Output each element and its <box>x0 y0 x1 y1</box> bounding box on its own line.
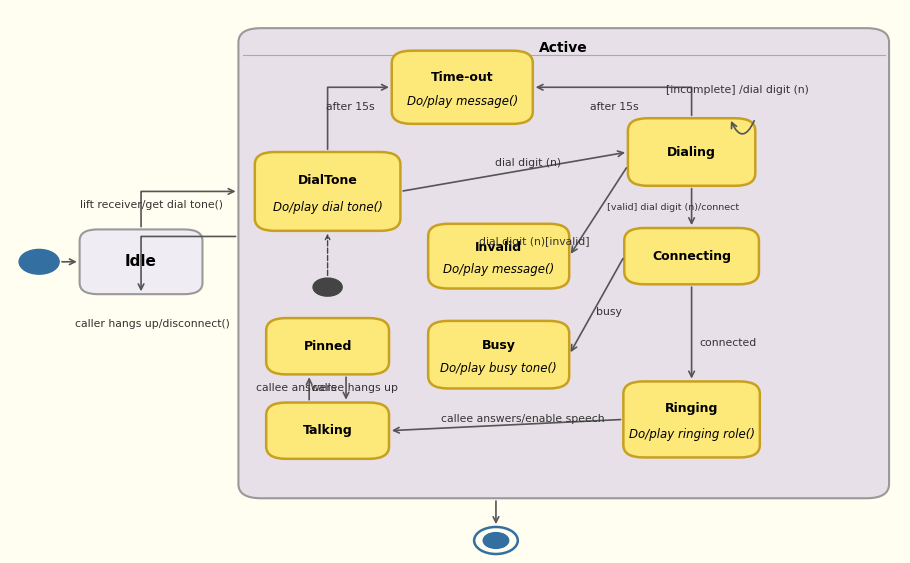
Text: Connecting: Connecting <box>652 249 731 263</box>
Text: caller hangs up/disconnect(): caller hangs up/disconnect() <box>75 319 229 329</box>
Text: Idle: Idle <box>125 254 157 269</box>
FancyBboxPatch shape <box>623 382 760 457</box>
Circle shape <box>19 249 59 274</box>
Text: Dialing: Dialing <box>667 145 716 159</box>
Text: Pinned: Pinned <box>303 339 352 353</box>
Text: callee answers/enable speech: callee answers/enable speech <box>441 414 605 425</box>
Text: Time-out: Time-out <box>431 70 493 83</box>
Text: dial digit (n): dial digit (n) <box>495 158 561 168</box>
Text: lift receiver/get dial tone(): lift receiver/get dial tone() <box>80 200 224 211</box>
Text: Do/play busy tone(): Do/play busy tone() <box>440 361 557 375</box>
Text: busy: busy <box>596 307 622 318</box>
FancyBboxPatch shape <box>267 403 389 459</box>
FancyBboxPatch shape <box>238 28 889 498</box>
FancyBboxPatch shape <box>429 224 570 288</box>
Text: Invalid: Invalid <box>475 240 522 253</box>
Text: Do/play message(): Do/play message() <box>443 262 554 276</box>
Circle shape <box>483 533 509 548</box>
Text: connected: connected <box>700 338 756 348</box>
Text: dial digit (n)[invalid]: dial digit (n)[invalid] <box>479 237 590 247</box>
Text: [incomplete] /dial digit (n): [incomplete] /dial digit (n) <box>665 85 809 95</box>
Text: Busy: Busy <box>481 339 516 352</box>
FancyBboxPatch shape <box>624 228 759 284</box>
Text: Do/play ringing role(): Do/play ringing role() <box>629 428 754 441</box>
FancyBboxPatch shape <box>628 118 755 186</box>
Text: Do/play message(): Do/play message() <box>407 95 518 109</box>
Circle shape <box>313 278 342 296</box>
Text: Do/play dial tone(): Do/play dial tone() <box>273 200 382 214</box>
FancyBboxPatch shape <box>267 318 389 374</box>
FancyBboxPatch shape <box>429 321 570 388</box>
Text: after 15s: after 15s <box>326 102 375 112</box>
Text: callee hangs up: callee hangs up <box>312 383 398 394</box>
FancyBboxPatch shape <box>391 51 533 124</box>
Text: [valid] dial digit (n)/connect: [valid] dial digit (n)/connect <box>607 203 739 212</box>
Text: Ringing: Ringing <box>665 403 718 415</box>
Text: after 15s: after 15s <box>590 102 639 112</box>
Text: Talking: Talking <box>303 424 352 437</box>
FancyBboxPatch shape <box>255 152 400 231</box>
Text: callee answers: callee answers <box>256 383 336 394</box>
FancyBboxPatch shape <box>80 229 202 294</box>
Text: Active: Active <box>540 41 588 55</box>
Text: DialTone: DialTone <box>298 174 358 187</box>
